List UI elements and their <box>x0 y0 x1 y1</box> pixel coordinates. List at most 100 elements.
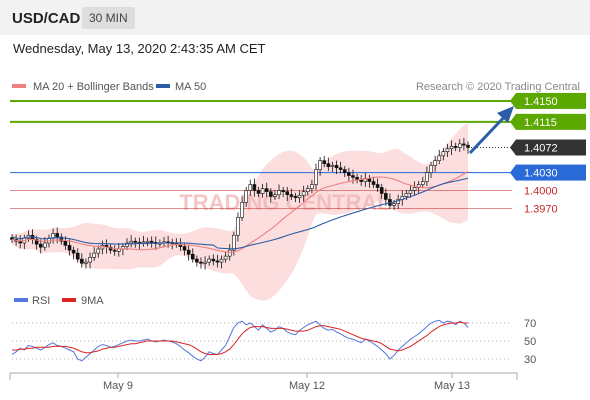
rsi-legend-swatch <box>14 298 28 302</box>
rsi-ma9-line <box>12 321 468 355</box>
level-label-0: 1.4150 <box>524 96 558 108</box>
candle-body <box>38 243 43 248</box>
candle-body <box>445 148 450 152</box>
candle-body <box>133 240 138 243</box>
candle-body <box>223 255 228 260</box>
candle-body <box>129 240 133 244</box>
level-badge-3 <box>516 164 586 181</box>
candle-body <box>207 258 211 263</box>
candle-body <box>433 160 437 166</box>
watermark: TRADING CENTRAL <box>179 190 390 215</box>
candle-body <box>252 184 257 191</box>
candle-body <box>199 261 203 264</box>
level-label-2: 1.4072 <box>524 143 558 155</box>
candle-body <box>269 191 273 197</box>
forecast-arrow-line <box>468 111 510 155</box>
level-badge-pointer-0 <box>510 92 516 109</box>
candle-body <box>379 187 384 194</box>
candle-body <box>190 254 195 260</box>
candle-body <box>342 169 347 173</box>
candle-body <box>285 191 290 195</box>
candle-body <box>314 169 318 185</box>
ma20-legend-label: MA 20 + Bollinger Bands <box>33 81 154 93</box>
candle-body <box>260 188 265 194</box>
candle-body <box>305 188 310 192</box>
candle-body <box>244 190 248 203</box>
candle-body <box>67 245 72 251</box>
ma50-line <box>11 177 469 250</box>
candle-body <box>326 163 331 167</box>
candle-body <box>449 146 454 149</box>
candle-body <box>273 194 277 197</box>
candle-body <box>141 241 146 244</box>
candle-body <box>367 178 372 182</box>
candle-body <box>281 190 285 192</box>
candle-body <box>59 236 64 242</box>
candle-body <box>322 160 327 164</box>
level-badge-2 <box>516 139 586 156</box>
candle-body <box>264 188 269 192</box>
candle-body <box>425 172 429 182</box>
level-badge-0 <box>516 92 586 109</box>
candle-body <box>293 196 298 198</box>
candle-body <box>63 240 68 246</box>
level-badge-pointer-1 <box>510 113 516 130</box>
candle-body <box>408 190 413 194</box>
candle-body <box>421 181 425 185</box>
ma9-legend-label: 9MA <box>81 295 104 307</box>
chart-datetime: Wednesday, May 13, 2020 2:43:35 AM CET <box>13 41 266 56</box>
candle-body <box>248 184 253 191</box>
candle-body <box>236 217 240 236</box>
candle-body <box>219 258 224 263</box>
candle-body <box>88 257 92 263</box>
candle-body <box>186 249 191 255</box>
candle-body <box>462 143 466 146</box>
candle-body <box>457 143 462 148</box>
candle-body <box>338 167 343 170</box>
credit-text: Research © 2020 Trading Central <box>416 81 580 93</box>
forecast-arrow-head <box>497 106 514 123</box>
candle-body <box>351 175 355 178</box>
candle-body <box>232 234 236 251</box>
candle-body <box>429 165 433 173</box>
rsi-level-label-70: 70 <box>524 318 536 330</box>
candle-body <box>227 249 232 257</box>
candle-body <box>404 193 409 197</box>
currency-pair: USD/CAD <box>12 10 81 27</box>
candle-body <box>318 160 322 170</box>
level-badge-pointer-3 <box>510 164 516 181</box>
candle-body <box>441 151 446 157</box>
candle-body <box>392 203 396 206</box>
candle-body <box>149 240 154 243</box>
candle-body <box>375 184 380 188</box>
candle-body <box>75 252 80 260</box>
candle-body <box>112 249 117 252</box>
rsi-level-label-30: 30 <box>524 354 536 366</box>
bollinger-band <box>12 123 468 301</box>
candle-body <box>145 240 150 243</box>
candle-body <box>71 249 76 254</box>
candle-body <box>347 172 351 176</box>
candle-body <box>297 194 302 198</box>
candle-body <box>412 187 417 191</box>
candle-body <box>277 190 281 195</box>
ma50-legend-swatch <box>156 84 170 88</box>
candle-body <box>55 233 59 238</box>
candle-body <box>84 261 88 264</box>
candle-body <box>43 242 47 248</box>
level-label-5: 1.3970 <box>524 203 558 215</box>
rsi-level-label-50: 50 <box>524 336 536 348</box>
ma9-legend-swatch <box>62 298 76 302</box>
level-badge-1 <box>516 113 586 130</box>
level-badge-pointer-2 <box>510 139 516 156</box>
candle-body <box>437 155 442 161</box>
rsi-line <box>11 319 469 362</box>
candle-body <box>334 165 339 169</box>
candle-body <box>211 258 216 262</box>
candle-body <box>330 165 335 167</box>
candle-body <box>80 258 84 264</box>
timeframe-button[interactable]: 30 MIN <box>82 7 135 29</box>
ma20-line <box>11 170 469 253</box>
x-label-0: May 9 <box>103 380 133 392</box>
